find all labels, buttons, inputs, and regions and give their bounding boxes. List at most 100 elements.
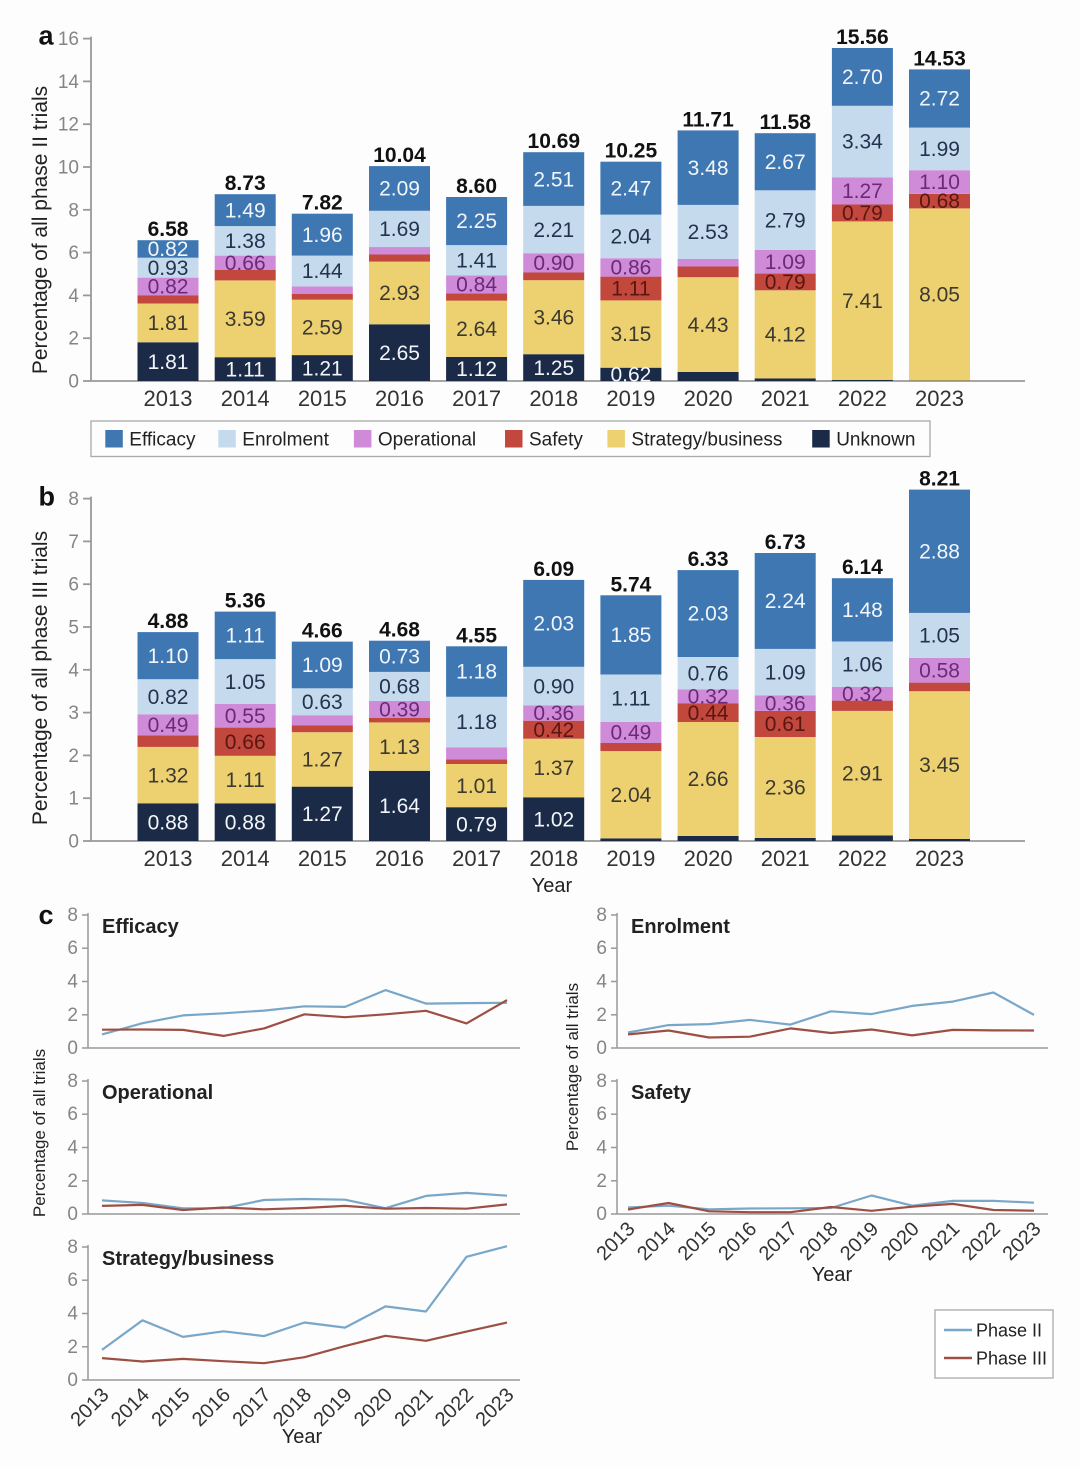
svg-text:Percentage of all phase II tri: Percentage of all phase II trials — [29, 86, 52, 374]
svg-text:8.21: 8.21 — [919, 468, 960, 491]
svg-text:2017: 2017 — [452, 846, 501, 871]
svg-text:1.18: 1.18 — [456, 661, 497, 684]
svg-text:2021: 2021 — [761, 386, 810, 411]
svg-text:2014: 2014 — [221, 386, 270, 411]
svg-text:1.41: 1.41 — [456, 249, 497, 272]
svg-text:2013: 2013 — [144, 386, 193, 411]
svg-text:0.32: 0.32 — [688, 686, 729, 709]
svg-text:0.76: 0.76 — [688, 662, 729, 685]
svg-text:4: 4 — [596, 1138, 607, 1159]
svg-text:8: 8 — [68, 200, 79, 221]
svg-text:1.27: 1.27 — [842, 180, 883, 203]
svg-text:2.65: 2.65 — [379, 342, 420, 365]
svg-text:2: 2 — [68, 329, 79, 350]
svg-text:2: 2 — [67, 1005, 78, 1026]
svg-text:a: a — [39, 21, 55, 51]
svg-text:Unknown: Unknown — [836, 430, 915, 451]
svg-text:6: 6 — [68, 575, 79, 596]
svg-text:4.88: 4.88 — [148, 610, 189, 633]
svg-text:2: 2 — [68, 746, 79, 767]
svg-text:14.53: 14.53 — [913, 47, 966, 70]
svg-text:10.04: 10.04 — [373, 144, 426, 167]
svg-text:2018: 2018 — [529, 386, 578, 411]
svg-text:Efficacy: Efficacy — [102, 916, 180, 938]
svg-text:2.79: 2.79 — [765, 209, 806, 232]
svg-text:1.85: 1.85 — [610, 624, 651, 647]
svg-text:Year: Year — [282, 1426, 323, 1448]
svg-text:1.38: 1.38 — [225, 230, 266, 253]
svg-text:16: 16 — [58, 29, 79, 50]
svg-text:0.63: 0.63 — [302, 691, 343, 714]
svg-text:1.10: 1.10 — [919, 171, 960, 194]
svg-text:Safety: Safety — [631, 1082, 692, 1104]
svg-text:0.55: 0.55 — [225, 705, 266, 728]
svg-text:2019: 2019 — [606, 846, 655, 871]
svg-text:2.24: 2.24 — [765, 590, 806, 613]
svg-text:5.74: 5.74 — [610, 573, 651, 596]
svg-text:2.04: 2.04 — [610, 226, 651, 249]
svg-text:0.49: 0.49 — [610, 722, 651, 745]
svg-text:1.02: 1.02 — [533, 808, 574, 831]
svg-text:8: 8 — [596, 1071, 607, 1092]
svg-text:0.73: 0.73 — [379, 646, 420, 669]
svg-text:6: 6 — [67, 1270, 78, 1291]
svg-text:2015: 2015 — [298, 846, 347, 871]
svg-text:1.11: 1.11 — [226, 358, 265, 381]
svg-text:0.82: 0.82 — [148, 238, 189, 261]
svg-text:8.73: 8.73 — [225, 172, 266, 195]
svg-text:0.82: 0.82 — [148, 686, 189, 709]
svg-text:Year: Year — [532, 875, 573, 897]
svg-text:0.79: 0.79 — [765, 271, 806, 294]
svg-text:6.58: 6.58 — [148, 218, 189, 241]
svg-text:8: 8 — [68, 489, 79, 510]
svg-text:4.68: 4.68 — [379, 619, 420, 642]
svg-text:0.88: 0.88 — [148, 811, 189, 834]
svg-text:7: 7 — [68, 532, 79, 553]
svg-text:2.36: 2.36 — [765, 777, 806, 800]
svg-text:6: 6 — [68, 243, 79, 264]
svg-text:1.27: 1.27 — [302, 749, 343, 772]
svg-text:2013: 2013 — [144, 846, 193, 871]
svg-text:4.66: 4.66 — [302, 620, 343, 643]
svg-text:1.25: 1.25 — [533, 357, 574, 380]
svg-text:4: 4 — [596, 972, 607, 993]
svg-text:1.12: 1.12 — [456, 358, 497, 381]
svg-text:0.79: 0.79 — [842, 202, 883, 225]
svg-text:2.25: 2.25 — [456, 210, 497, 233]
svg-text:2.53: 2.53 — [688, 221, 729, 244]
svg-text:0.90: 0.90 — [533, 675, 574, 698]
svg-text:1.13: 1.13 — [379, 736, 420, 759]
svg-text:Phase III: Phase III — [976, 1349, 1047, 1369]
svg-text:1.11: 1.11 — [226, 625, 265, 648]
svg-text:2.64: 2.64 — [456, 318, 497, 341]
svg-text:2: 2 — [596, 1171, 607, 1192]
svg-text:4: 4 — [67, 1304, 78, 1325]
svg-text:2.51: 2.51 — [533, 168, 574, 191]
svg-text:Percentage of all trials: Percentage of all trials — [563, 983, 582, 1151]
svg-text:2020: 2020 — [684, 846, 733, 871]
svg-text:0: 0 — [68, 372, 79, 393]
svg-text:2.91: 2.91 — [842, 762, 883, 785]
svg-text:6: 6 — [596, 938, 607, 959]
svg-text:8: 8 — [596, 905, 607, 926]
svg-text:8: 8 — [67, 1071, 78, 1092]
svg-text:2.47: 2.47 — [610, 177, 651, 200]
svg-text:1.06: 1.06 — [842, 653, 883, 676]
svg-text:2023: 2023 — [915, 386, 964, 411]
svg-text:1.11: 1.11 — [226, 769, 265, 792]
svg-text:1.99: 1.99 — [919, 138, 960, 161]
svg-text:0.58: 0.58 — [919, 659, 960, 682]
svg-text:1.05: 1.05 — [919, 625, 960, 648]
svg-text:0.32: 0.32 — [842, 683, 883, 706]
svg-text:0.66: 0.66 — [225, 252, 266, 275]
svg-text:0: 0 — [67, 1204, 78, 1225]
svg-text:2015: 2015 — [298, 386, 347, 411]
svg-text:14: 14 — [58, 72, 80, 93]
svg-text:12: 12 — [58, 115, 79, 136]
svg-text:8.05: 8.05 — [919, 284, 960, 307]
svg-text:2.70: 2.70 — [842, 66, 883, 89]
svg-text:0.62: 0.62 — [610, 364, 651, 387]
svg-text:0.49: 0.49 — [148, 714, 189, 737]
svg-text:Phase II: Phase II — [976, 1321, 1042, 1341]
svg-text:0.88: 0.88 — [225, 811, 266, 834]
